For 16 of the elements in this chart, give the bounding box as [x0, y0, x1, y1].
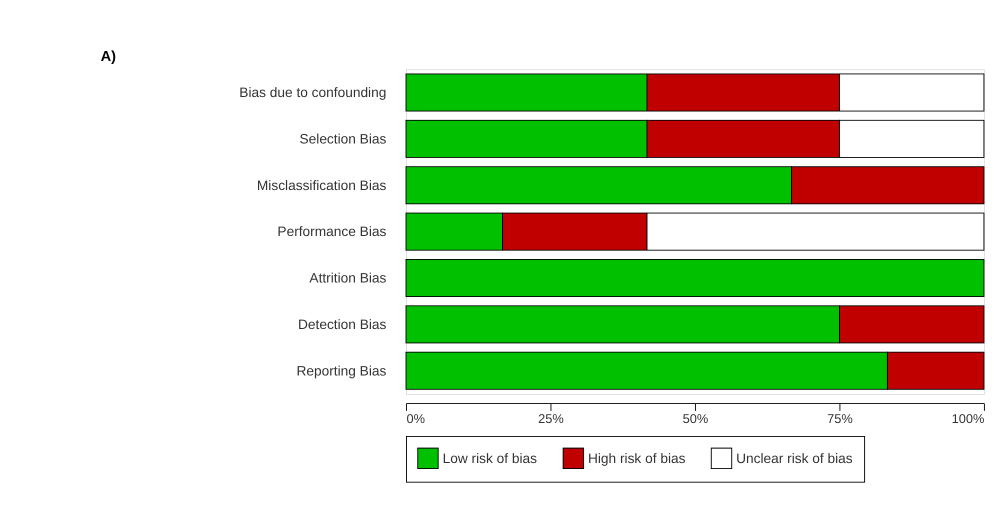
legend-label: High risk of bias	[588, 450, 686, 466]
x-tick-label: 75%	[827, 410, 853, 426]
legend-label: Unclear risk of bias	[736, 450, 853, 466]
x-tick-label: 100%	[952, 410, 984, 426]
y-tick-label: Attrition Bias	[309, 270, 386, 286]
y-tick-label: Selection Bias	[300, 131, 386, 146]
text: A)	[100, 49, 116, 66]
x-tick-label: 25%	[538, 410, 564, 426]
x-tick-label: 0%	[406, 410, 425, 426]
legend-label: Low risk of bias	[442, 450, 538, 466]
y-tick-label: Reporting Bias	[296, 363, 386, 378]
y-tick-label: Detection Bias	[298, 316, 386, 332]
x-tick-label: 50%	[682, 410, 708, 426]
y-tick-label: Performance Bias	[277, 224, 386, 240]
y-tick-label: Misclassification Bias	[256, 178, 386, 193]
y-tick-label: Bias due to confounding	[239, 85, 386, 100]
